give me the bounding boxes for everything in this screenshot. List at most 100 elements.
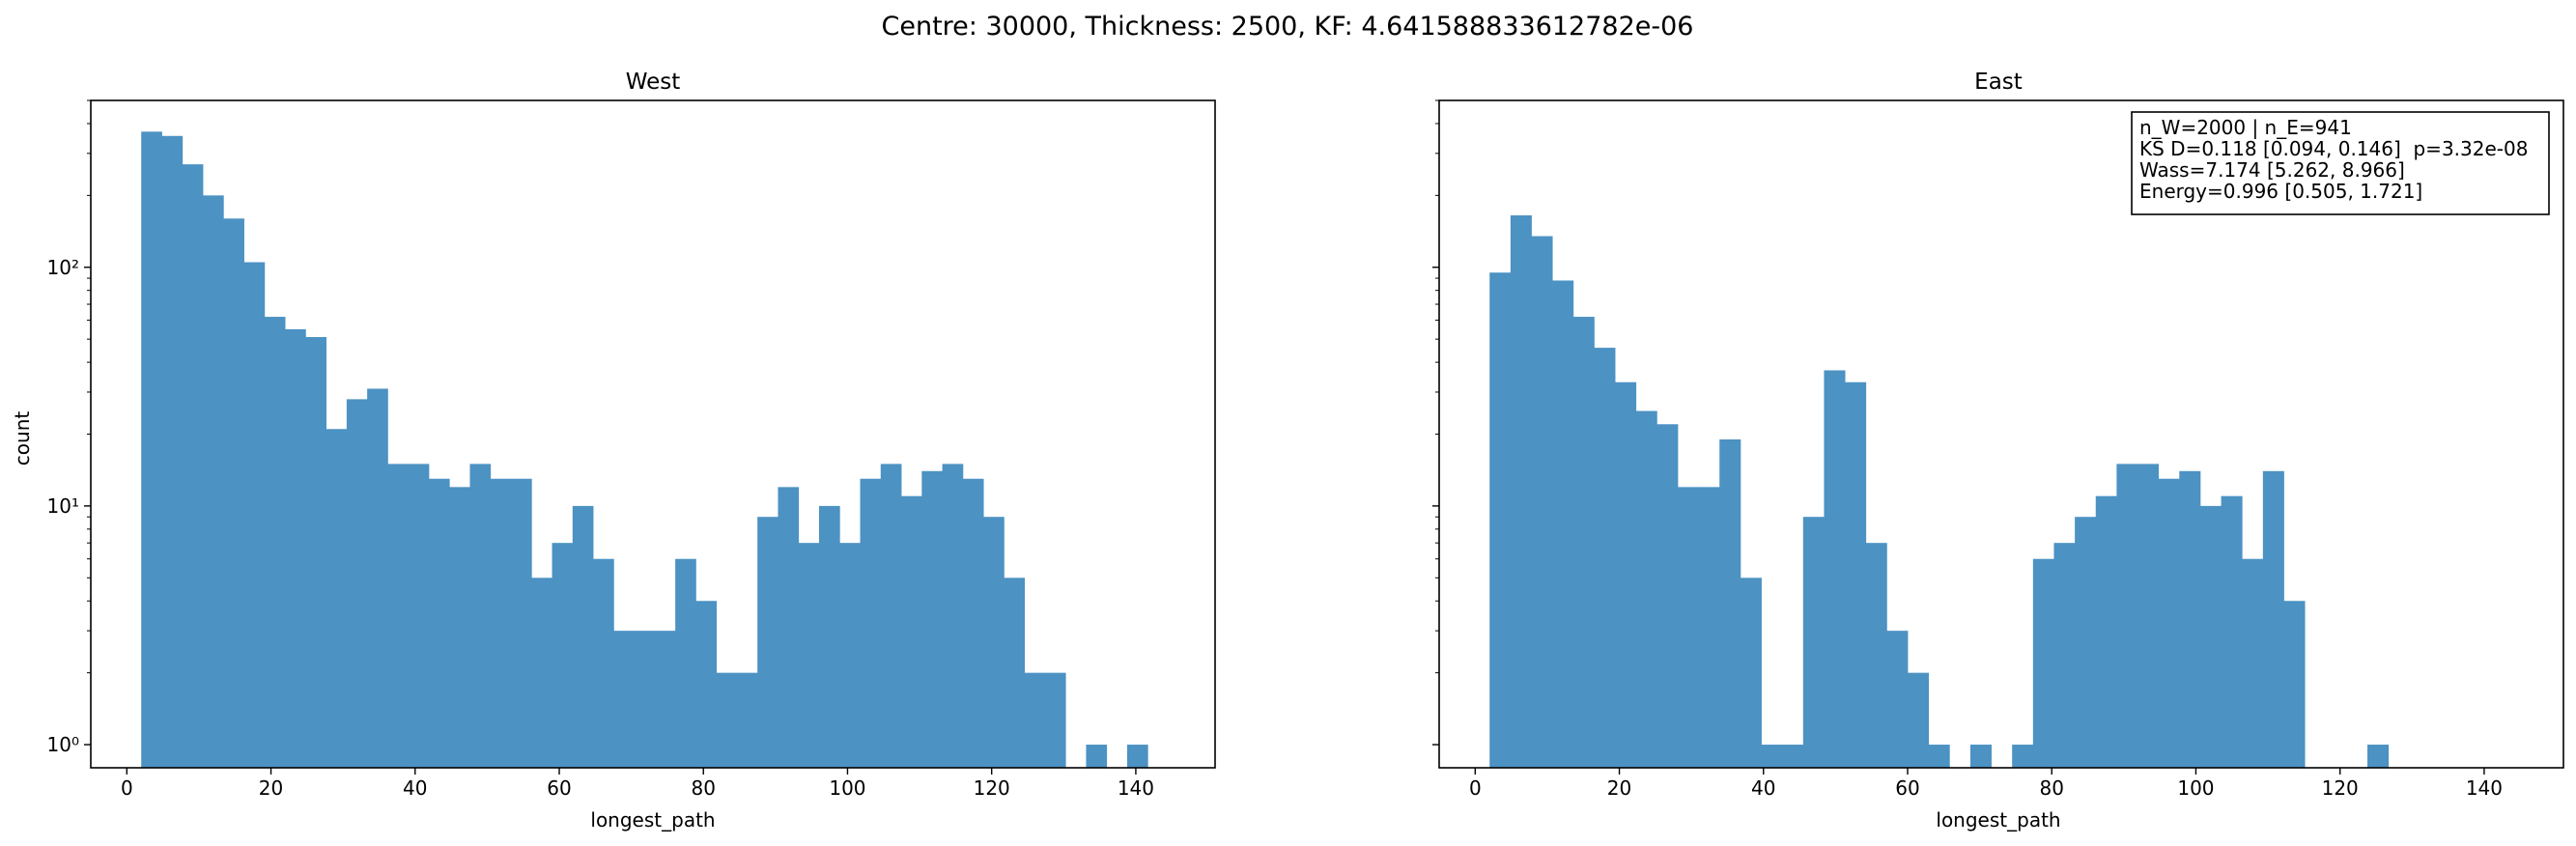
east-bar-21	[1928, 745, 1950, 768]
west-bar-18	[511, 478, 532, 768]
west-bar-4	[223, 218, 244, 769]
east-xlabel: longest_path	[1936, 808, 2060, 832]
west-bar-31	[778, 487, 800, 768]
east-xtick-label-2: 40	[1751, 776, 1775, 800]
east-bar-0	[1489, 272, 1512, 768]
east-bar-23	[1969, 745, 1992, 768]
east-xtick-label-4: 80	[2040, 776, 2064, 800]
west-xlabel: longest_path	[590, 808, 715, 832]
west-xtick-label-1: 20	[259, 776, 283, 800]
west-bar-23	[613, 631, 635, 768]
west-bar-36	[880, 464, 902, 768]
west-bar-34	[839, 543, 861, 768]
west-bar-2	[182, 164, 204, 768]
west-xtick-label-7: 140	[1118, 776, 1154, 800]
west-bar-46	[1086, 745, 1108, 768]
east-bar-19	[1886, 631, 1909, 768]
west-bar-39	[942, 464, 964, 768]
west-bar-28	[716, 672, 738, 768]
figure-title: Centre: 30000, Thickness: 2500, KF: 4.64…	[882, 12, 1694, 42]
west-bar-10	[346, 399, 368, 768]
west-bar-8	[305, 337, 327, 768]
east-bar-11	[1719, 439, 1741, 768]
east-ticks: 0 20 40 60 80 100 120 140	[1432, 99, 2503, 800]
west-bar-32	[798, 543, 820, 768]
stats-line-ks: KS D=0.118 [0.094, 0.146] p=3.32e-08	[2139, 137, 2528, 160]
east-xtick-label-5: 100	[2177, 776, 2214, 800]
east-bar-7	[1635, 410, 1657, 768]
east-bar-26	[2032, 558, 2054, 768]
west-bar-16	[469, 464, 492, 768]
east-xtick-label-0: 0	[1469, 776, 1482, 800]
east-bar-13	[1761, 745, 1783, 768]
west-xtick-label-4: 80	[692, 776, 716, 800]
west-bar-17	[490, 478, 512, 768]
west-bar-25	[654, 631, 676, 768]
west-bar-5	[243, 262, 266, 768]
west-ytick-label-1: 10¹	[47, 494, 79, 518]
west-bar-29	[736, 672, 758, 768]
east-bar-15	[1802, 517, 1825, 768]
east-bar-42	[2367, 745, 2390, 768]
west-bar-41	[983, 517, 1005, 768]
west-bar-11	[367, 388, 388, 768]
east-bar-12	[1740, 578, 1762, 768]
east-bar-30	[2116, 464, 2138, 768]
east-bar-18	[1865, 543, 1887, 768]
west-xtick-label-3: 60	[547, 776, 571, 800]
east-bar-37	[2262, 470, 2284, 768]
east-title: East	[1974, 70, 2023, 95]
east-bar-4	[1572, 317, 1595, 768]
west-bar-21	[572, 505, 594, 768]
east-bar-31	[2137, 464, 2160, 768]
east-bar-3	[1552, 280, 1574, 768]
east-bar-27	[2053, 543, 2076, 768]
west-bar-27	[695, 601, 718, 768]
west-bar-12	[387, 464, 410, 768]
east-bar-36	[2242, 558, 2264, 768]
east-xtick-label-3: 60	[1895, 776, 1919, 800]
east-bars	[1489, 215, 2390, 769]
west-bar-26	[675, 558, 696, 768]
east-bar-10	[1698, 487, 1720, 768]
west-xtick-label-2: 40	[403, 776, 427, 800]
east-bar-1	[1510, 215, 1532, 768]
east-axes-frame	[1438, 99, 2564, 769]
west-bar-1	[161, 135, 184, 768]
east-xtick-label-6: 120	[2322, 776, 2359, 800]
east-bar-5	[1594, 348, 1616, 768]
stats-annotation: n_W=2000 | n_E=941 KS D=0.118 [0.094, 0.…	[2131, 111, 2550, 215]
east-bar-29	[2095, 495, 2117, 768]
east-bar-8	[1656, 424, 1679, 768]
east-xtick-label-7: 140	[2466, 776, 2503, 800]
east-bar-2	[1531, 236, 1553, 769]
west-bar-6	[264, 317, 286, 768]
west-bar-24	[634, 631, 656, 768]
east-bar-32	[2158, 478, 2180, 768]
stats-box	[2131, 111, 2550, 215]
west-ytick-label-2: 10²	[47, 256, 79, 279]
west-xtick-label-6: 120	[974, 776, 1010, 800]
west-bar-30	[757, 517, 778, 768]
west-panel: West longest_path count 0 20 40 60 80 100 120 1…	[11, 70, 1216, 832]
east-bar-34	[2199, 505, 2222, 768]
west-bars	[141, 131, 1148, 769]
west-bar-15	[449, 487, 470, 768]
stats-line-wass: Wass=7.174 [5.262, 8.966]	[2139, 158, 2405, 182]
west-bar-35	[860, 478, 882, 768]
west-bar-20	[552, 543, 574, 768]
west-xtick-label-0: 0	[121, 776, 133, 800]
west-title: West	[626, 70, 681, 95]
west-bar-13	[408, 464, 430, 768]
west-bar-3	[203, 195, 224, 769]
east-bar-6	[1615, 381, 1637, 768]
west-bar-37	[901, 495, 922, 768]
east-panel: East longest_path 0 20 40 60 80 100 120 140 n_W…	[1432, 70, 2564, 832]
stats-line-energy: Energy=0.996 [0.505, 1.721]	[2139, 180, 2422, 203]
west-bar-9	[326, 429, 348, 768]
west-bar-38	[921, 470, 943, 768]
west-ylabel: count	[11, 411, 34, 466]
east-xtick-label-1: 20	[1607, 776, 1631, 800]
west-bar-14	[428, 478, 450, 768]
